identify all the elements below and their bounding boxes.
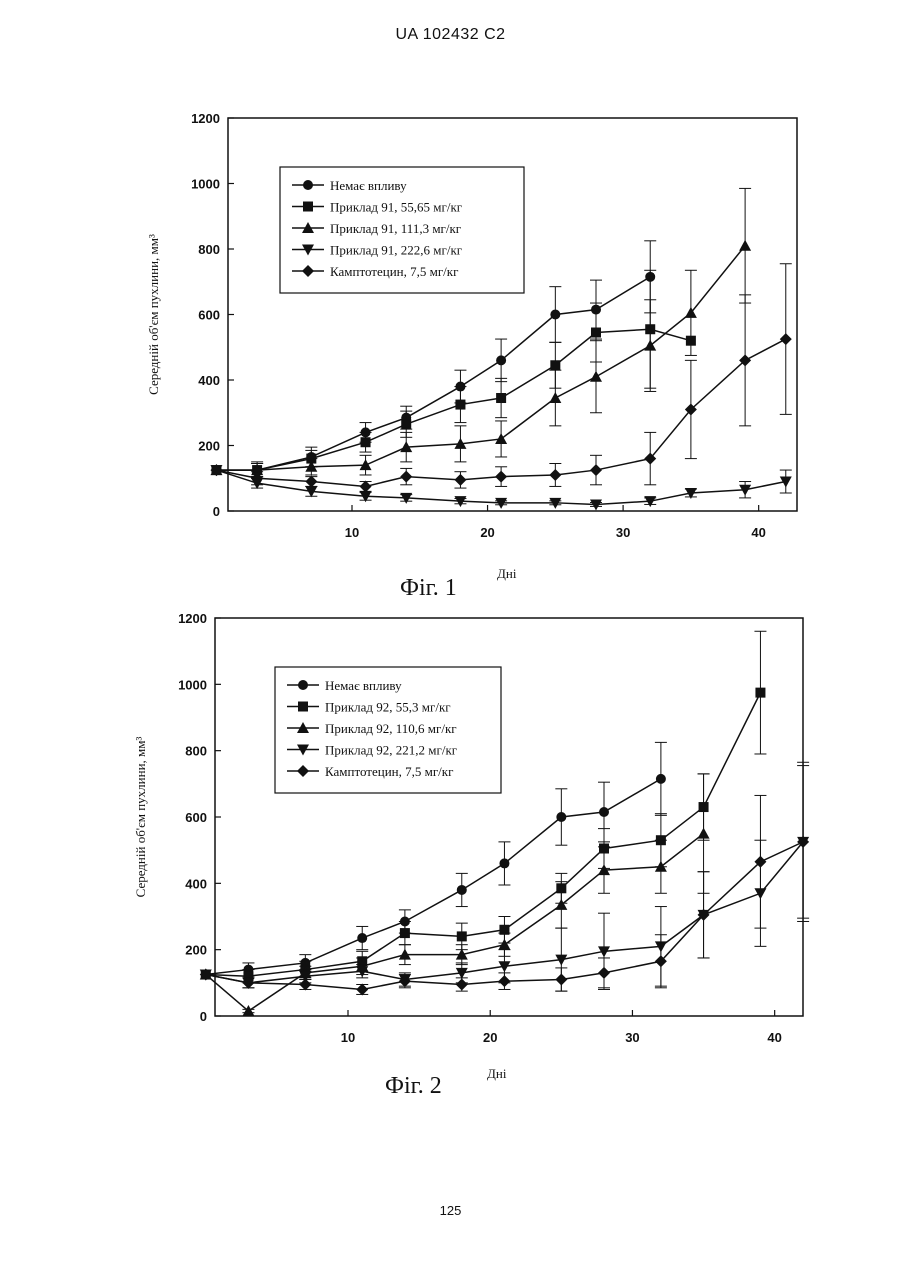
figure-1-data-point: [401, 419, 411, 429]
figure-2-y-axis-label: Середній об'єм пухлини, мм³: [133, 737, 148, 898]
figure-2-y-tick-label: 200: [185, 943, 207, 958]
figure-2-y-tick-label: 800: [185, 744, 207, 759]
figure-1-legend-label: Камптотецин, 7,5 мг/кг: [330, 264, 458, 279]
figure-1-data-point: [549, 469, 561, 481]
figure-1-series-line: [216, 277, 650, 470]
figure-2-y-tick-label: 1200: [178, 611, 207, 626]
figure-1-y-tick-label: 400: [198, 373, 220, 388]
figure-2-chart: 0 200 400 600 800 1000 1200 10 20 30 40 Середній об…: [0, 600, 901, 1060]
figure-2-data-point: [755, 688, 765, 698]
figure-1-chart: 0 200 400 600 800 1000 1200 10 20 30 40 Середній об…: [0, 100, 901, 570]
figure-2-legend: Немає впливу Приклад 92, 55,3 мг/кг Прикла…: [275, 667, 501, 793]
figure-2-y-tick-label: 400: [185, 876, 207, 891]
figure-1-y-tick-label: 0: [213, 504, 220, 519]
figure-1-y-tick-label: 1000: [191, 177, 220, 192]
figure-2-data-point: [499, 858, 509, 868]
figure-1-data-point: [305, 476, 317, 488]
figure-1-data-point: [495, 471, 507, 483]
figure-1-data-point: [361, 437, 371, 447]
figure-1-x-axis-label: Дні: [497, 566, 516, 582]
figure-2-data-point: [698, 828, 710, 839]
figure-2-series-line: [206, 779, 661, 975]
figure-2-data-point: [456, 978, 468, 990]
figure-2-y-tick-label: 0: [200, 1009, 207, 1024]
figure-2-data-point: [656, 774, 666, 784]
figure-1-data-point: [644, 340, 656, 351]
figure-2-data-point: [400, 928, 410, 938]
figure-1-legend-label: Приклад 91, 222,6 мг/кг: [330, 243, 462, 258]
figure-1-data-point: [495, 433, 507, 444]
figure-2-data-point: [357, 933, 367, 943]
figure-1-data-point: [360, 480, 372, 492]
document-header: UA 102432 C2: [0, 26, 901, 44]
figure-2-x-tick-label: 30: [625, 1030, 639, 1045]
figure-1-data-point: [455, 400, 465, 410]
figure-1-legend-label: Немає впливу: [330, 178, 407, 193]
figure-1-series-2: [211, 270, 695, 478]
figure-2-x-tick-label: 20: [483, 1030, 497, 1045]
figure-1-x-tick-label: 10: [345, 525, 359, 540]
figure-2-data-point: [356, 983, 368, 995]
figure-1-data-point: [590, 464, 602, 476]
figure-2-x-tick-label: 40: [767, 1030, 781, 1045]
figure-2-legend-marker: [298, 680, 308, 690]
figure-1-legend-marker: [303, 202, 313, 212]
figure-2-data-point: [299, 978, 311, 990]
figure-1-y-tick-label: 200: [198, 439, 220, 454]
figure-1-legend-label: Приклад 91, 111,3 мг/кг: [330, 221, 461, 236]
figure-2-label: Фіг. 2: [385, 1073, 442, 1100]
figure-2-data-point: [555, 974, 567, 986]
figure-1-legend-marker: [303, 180, 313, 190]
figure-1-legend-label: Приклад 91, 55,65 мг/кг: [330, 200, 462, 215]
figure-1-legend: Немає впливу Приклад 91, 55,65 мг/кг Прикл…: [280, 167, 524, 293]
figure-2-legend-marker: [298, 702, 308, 712]
figure-1-y-tick-label: 1200: [191, 111, 220, 126]
figure-2-data-point: [599, 807, 609, 817]
figure-2-data-point: [498, 975, 510, 987]
figure-1-y-tick-label: 800: [198, 242, 220, 257]
figure-1-data-point: [590, 371, 602, 382]
figure-2-y-tick-label: 1000: [178, 677, 207, 692]
figure-2-data-point: [556, 812, 566, 822]
figure-1-data-point: [454, 474, 466, 486]
figure-1-data-point: [400, 471, 412, 483]
figure-2-legend-label: Приклад 92, 221,2 мг/кг: [325, 743, 457, 758]
figure-1-data-point: [591, 328, 601, 338]
figure-2-data-point: [498, 939, 510, 950]
figure-1-x-tick-label: 40: [751, 525, 765, 540]
figure-1-data-point: [496, 355, 506, 365]
figure-2-data-point: [457, 885, 467, 895]
figure-2-x-axis-label: Дні: [487, 1066, 506, 1082]
figure-2-x-tick-label: 10: [341, 1030, 355, 1045]
figure-2-data-point: [457, 931, 467, 941]
figure-1-data-point: [549, 392, 561, 403]
figure-1-y-axis-label: Середній об'єм пухлини, мм³: [146, 234, 161, 395]
figure-1-series-line: [216, 329, 690, 470]
figure-2-legend-label: Немає впливу: [325, 678, 402, 693]
figure-1-label: Фіг. 1: [400, 575, 457, 602]
figure-1-data-point: [550, 310, 560, 320]
page-number: 125: [0, 1203, 901, 1218]
figure-1-data-point: [739, 240, 751, 251]
figure-1-x-tick-label: 30: [616, 525, 630, 540]
figure-2-legend-label: Приклад 92, 55,3 мг/кг: [325, 700, 451, 715]
figure-2-legend-label: Приклад 92, 110,6 мг/кг: [325, 721, 457, 736]
figure-1-data-point: [550, 360, 560, 370]
figure-1-data-point: [496, 393, 506, 403]
figure-1-data-point: [780, 333, 792, 345]
figure-1-x-tick-label: 20: [480, 525, 494, 540]
figure-2-legend-label: Камптотецин, 7,5 мг/кг: [325, 764, 453, 779]
figure-2-data-point: [598, 967, 610, 979]
figure-2-y-tick-label: 600: [185, 810, 207, 825]
figure-1-y-tick-label: 600: [198, 308, 220, 323]
